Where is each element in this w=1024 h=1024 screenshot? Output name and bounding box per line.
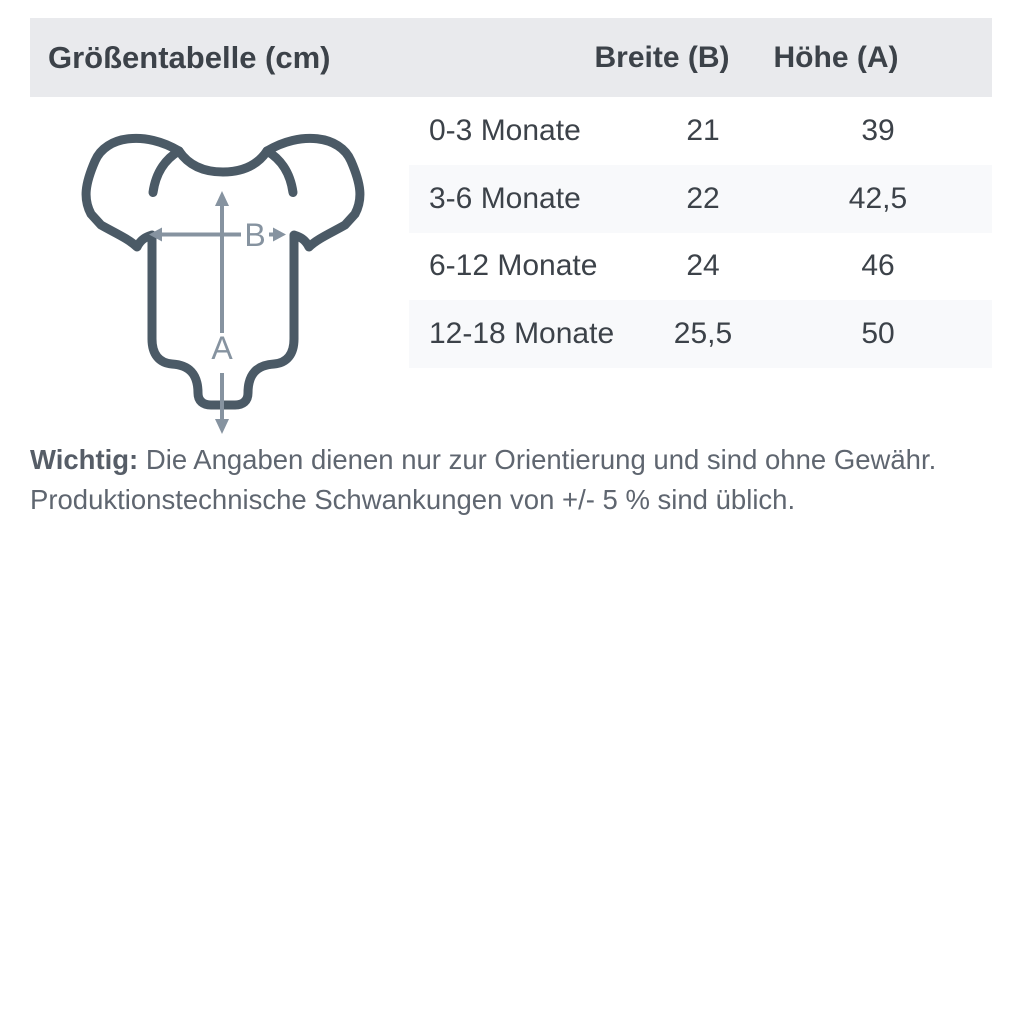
svg-text:A: A [211, 330, 233, 366]
svg-text:B: B [244, 217, 265, 253]
